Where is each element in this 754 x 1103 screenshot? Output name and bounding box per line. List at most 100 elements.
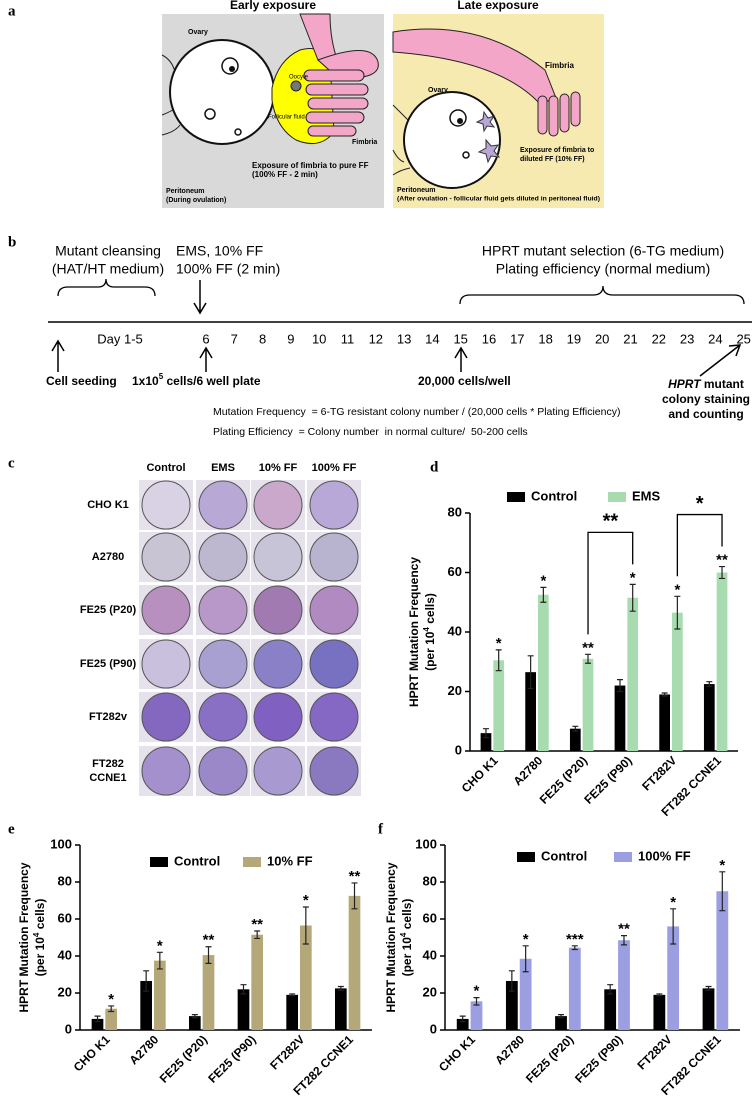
significance: * <box>157 937 163 954</box>
error-bar <box>585 653 592 664</box>
well <box>309 480 359 530</box>
error-bar <box>706 681 713 688</box>
significance: * <box>523 931 529 948</box>
significance: * <box>496 635 502 652</box>
legend-swatch <box>614 852 632 862</box>
step-text: HPRT mutant <box>668 377 744 391</box>
day-label: 17 <box>510 331 524 346</box>
fimbria-label: Fimbria <box>352 139 377 146</box>
peritoneum-label: Peritoneum <box>166 188 205 195</box>
column-header: Control <box>146 462 185 474</box>
text-part: (per 10 <box>33 937 47 977</box>
error-bar <box>527 655 534 690</box>
fimbria <box>392 28 557 105</box>
bar <box>653 994 666 1030</box>
significance: * <box>303 892 309 909</box>
legend-swatch <box>517 852 535 862</box>
peritoneum-label: (After ovulation - follicular fluid gets… <box>397 197 600 203</box>
well <box>198 480 248 530</box>
bar <box>659 694 670 751</box>
x-tick-label: A2780 <box>126 1032 161 1067</box>
text-part: cells) <box>400 899 414 933</box>
error-bar <box>540 586 547 603</box>
bar <box>618 940 630 1030</box>
significance: * <box>670 894 676 911</box>
text-part: HPRT <box>668 377 702 391</box>
well <box>141 639 191 689</box>
text-part: 1x10 <box>132 374 159 388</box>
y-title-line: (per 104 cells) <box>32 899 47 977</box>
peritoneum-label: Peritoneum <box>397 187 436 194</box>
y-title-line: HPRT Mutation Frequency <box>407 557 421 707</box>
day-label: Day 1-5 <box>97 331 143 346</box>
significance: ** <box>716 552 728 569</box>
ruptured-follicle <box>475 110 496 133</box>
row-label: CCNE1 <box>89 772 126 784</box>
legend-swatch <box>507 492 525 502</box>
x-tick-label: FE25 (P20) <box>523 1032 576 1085</box>
y-tick-label: 0 <box>455 742 462 757</box>
error-bar <box>254 930 261 940</box>
follicle <box>204 108 216 120</box>
day-label: 20 <box>595 331 609 346</box>
exposure-text: diluted FF (10% FF) <box>520 156 585 163</box>
error-bar <box>719 871 726 912</box>
y-tick-label: 60 <box>58 910 72 925</box>
significance: * <box>108 991 114 1008</box>
text-part: (per 10 <box>400 937 414 977</box>
superscript: 5 <box>159 372 164 381</box>
error-bar <box>459 1015 466 1023</box>
x-tick-label: FT282V <box>267 1032 307 1072</box>
step-text: HPRT mutant selection (6-TG medium) <box>482 243 724 259</box>
day-label: 11 <box>341 331 355 346</box>
significance-bracket <box>587 531 634 635</box>
error-bar <box>719 565 726 580</box>
row-label: CHO K1 <box>87 499 129 511</box>
superscript: 4 <box>32 932 41 937</box>
bar <box>702 988 715 1030</box>
oocyte <box>290 80 302 92</box>
step-text: colony staining <box>662 392 750 406</box>
error-bar <box>571 945 578 951</box>
well <box>141 480 191 530</box>
legend-swatch <box>608 492 626 502</box>
error-bar <box>522 945 529 973</box>
well <box>253 639 303 689</box>
bar <box>538 594 549 751</box>
x-tick-label: CHO K1 <box>436 1032 478 1074</box>
y-title-line: HPRT Mutation Frequency <box>17 862 31 1012</box>
ovary <box>403 91 501 189</box>
bar <box>202 955 215 1030</box>
error-bar <box>240 984 247 995</box>
fimbria-fingers <box>303 69 369 137</box>
column-header: 100% FF <box>312 462 357 474</box>
legend-swatch <box>150 857 168 867</box>
x-tick-label: FE25 (P90) <box>581 753 634 806</box>
well <box>198 639 248 689</box>
significance: * <box>719 857 725 874</box>
error-bar <box>656 993 663 997</box>
y-tick-label: 60 <box>448 564 462 579</box>
fimbria-fingers <box>537 91 581 137</box>
bar <box>569 728 581 751</box>
bar <box>348 895 361 1030</box>
day-label: 18 <box>538 331 552 346</box>
bar <box>672 612 683 751</box>
well <box>309 692 359 742</box>
late-title: Late exposure <box>457 0 539 12</box>
legend-label: Control <box>174 853 220 868</box>
day-label: 23 <box>680 331 694 346</box>
legend-swatch <box>243 857 261 867</box>
y-tick-label: 40 <box>423 947 437 962</box>
step-text: Mutant cleansing <box>55 243 161 259</box>
y-tick-label: 0 <box>65 1021 72 1036</box>
error-bar <box>205 946 212 964</box>
superscript: 4 <box>422 627 431 632</box>
bar <box>480 733 492 751</box>
well <box>253 532 303 582</box>
text-part: mutant <box>701 377 744 391</box>
error-bar <box>351 882 358 910</box>
bar <box>470 1001 483 1030</box>
row-label: FE25 (P90) <box>80 658 137 670</box>
ovary <box>169 39 275 145</box>
